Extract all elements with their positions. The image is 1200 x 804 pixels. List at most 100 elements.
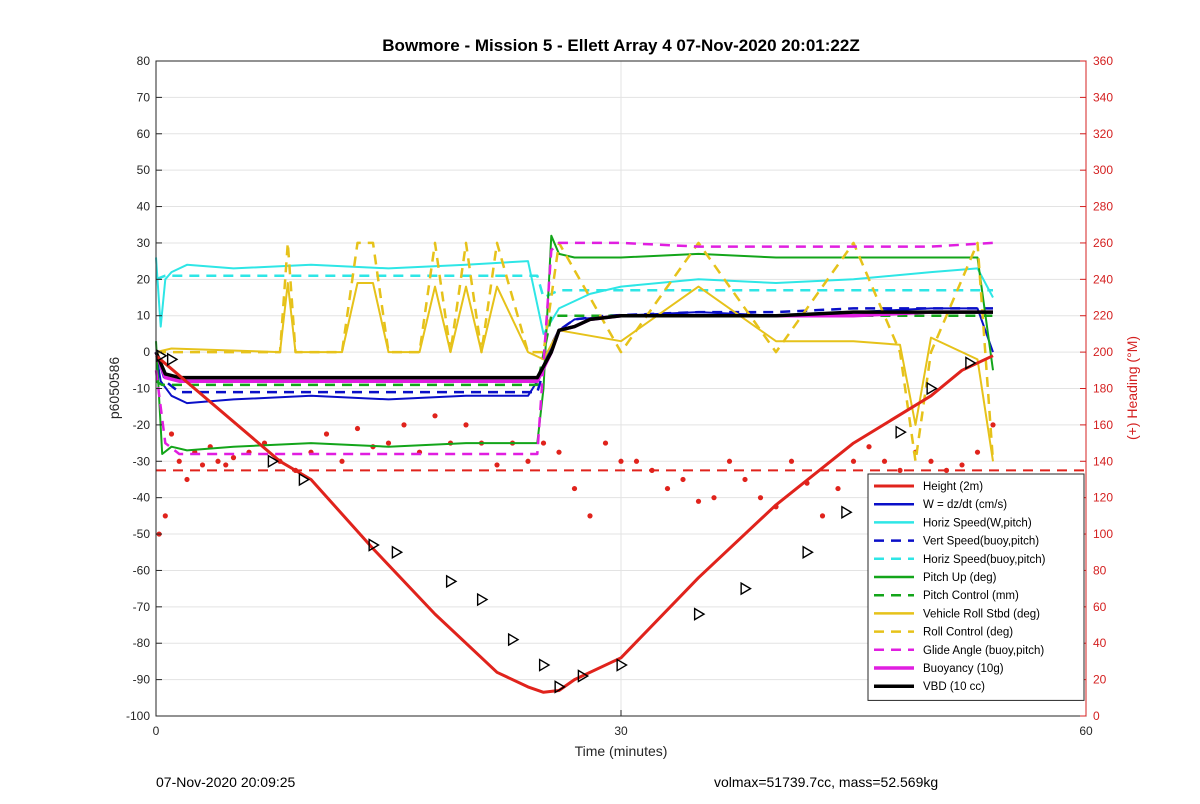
heading-point — [215, 458, 221, 464]
heading-point — [230, 455, 237, 461]
heading-point — [602, 440, 609, 446]
height-marker — [166, 352, 179, 367]
height-marker — [965, 356, 977, 370]
series-line — [155, 282, 994, 462]
y-tick-label-left: 50 — [137, 163, 151, 177]
legend-label: Pitch Up (deg) — [923, 572, 997, 584]
legend: Height (2m) W = dz/dt (cm/s) Horiz Speed(W… — [867, 473, 1085, 701]
y-tick-label-right: 40 — [1093, 636, 1107, 650]
height-marker — [926, 381, 938, 396]
heading-point — [726, 458, 733, 464]
legend-label: Horiz Speed(W,pitch) — [923, 517, 1032, 529]
y-tick-label-left: -70 — [133, 600, 151, 614]
height-marker — [895, 425, 907, 439]
heading-point — [162, 513, 168, 519]
y-tick-label-right: 360 — [1093, 54, 1113, 68]
series-line — [154, 307, 993, 394]
series-line — [155, 257, 994, 335]
y-tick-label-left: -100 — [126, 709, 150, 723]
heading-point — [835, 485, 841, 492]
y-axis-label-left: p6050586 — [106, 357, 122, 420]
height-marker — [391, 545, 404, 559]
heading-point — [432, 413, 438, 419]
y-tick-label-right: 220 — [1093, 309, 1113, 323]
height-marker — [476, 592, 489, 607]
y-tick-label-right: 160 — [1093, 418, 1113, 432]
x-tick-label: 60 — [1079, 724, 1093, 738]
y-tick-label-left: -80 — [133, 636, 151, 650]
height-marker — [693, 607, 706, 621]
y-tick-label-right: 20 — [1093, 673, 1107, 687]
y-tick-label-right: 260 — [1093, 236, 1113, 250]
heading-point — [680, 476, 686, 483]
y-tick-label-left: -10 — [133, 382, 151, 396]
height-marker — [445, 574, 458, 589]
heading-point — [571, 485, 578, 492]
heading-point — [757, 495, 764, 501]
y-tick-label-left: -40 — [133, 491, 151, 505]
heading-point — [339, 458, 345, 464]
y-tick-label-right: 120 — [1093, 491, 1113, 505]
y-tick-label-left: 20 — [137, 272, 151, 286]
y-tick-label-left: 80 — [137, 54, 151, 68]
height-marker — [554, 680, 566, 694]
y-tick-label-right: 340 — [1093, 90, 1113, 104]
y-axis-label-right: (+) Heading (°M) — [1124, 336, 1140, 440]
height-marker — [577, 669, 590, 683]
y-tick-label-right: 200 — [1093, 345, 1113, 359]
legend-label: Roll Control (deg) — [923, 627, 1013, 639]
heading-point — [866, 444, 872, 450]
heading-point — [664, 485, 671, 492]
legend-label: Horiz Speed(buoy,pitch) — [923, 554, 1046, 566]
heading-point — [649, 467, 655, 473]
x-axis-label: Time (minutes) — [575, 743, 668, 759]
footer-timestamp: 07-Nov-2020 20:09:25 — [156, 774, 296, 790]
legend-label: Buoyancy (10g) — [923, 663, 1004, 675]
height-marker — [368, 538, 380, 552]
y-tick-label-right: 280 — [1093, 200, 1113, 214]
heading-point — [618, 458, 624, 464]
y-tick-label-left: 40 — [137, 200, 151, 214]
x-tick-label: 0 — [153, 724, 160, 738]
height-marker — [507, 632, 520, 647]
series-line — [156, 241, 995, 463]
height-marker — [298, 472, 311, 487]
heading-point — [943, 467, 950, 473]
y-tick-label-right: 0 — [1093, 709, 1100, 723]
legend-label: Vehicle Roll Stbd (deg) — [923, 608, 1040, 620]
heading-point — [881, 458, 888, 464]
heading-point — [850, 458, 857, 464]
y-tick-label-left: -30 — [133, 454, 151, 468]
y-tick-label-left: -60 — [133, 563, 151, 577]
heading-point — [633, 458, 640, 464]
heading-point — [184, 476, 190, 483]
y-tick-label-left: -20 — [133, 418, 151, 432]
height-marker — [740, 581, 752, 596]
y-tick-label-right: 140 — [1093, 454, 1113, 468]
heading-point — [556, 449, 562, 455]
heading-point — [819, 513, 826, 519]
heading-point — [711, 495, 717, 501]
legend-box — [867, 473, 1085, 701]
heading-point — [494, 462, 500, 468]
heading-point — [540, 440, 547, 446]
heading-point — [928, 458, 934, 464]
heading-point — [199, 462, 206, 468]
legend-label: Pitch Control (mm) — [923, 590, 1019, 602]
heading-point — [959, 462, 965, 468]
y-tick-label-right: 320 — [1093, 127, 1113, 141]
legend-label: Glide Angle (buoy,pitch) — [923, 645, 1044, 657]
heading-point — [323, 431, 330, 437]
height-marker — [616, 658, 628, 672]
y-tick-label-right: 240 — [1093, 272, 1113, 286]
y-tick-label-left: -90 — [133, 673, 151, 687]
heading-point — [587, 513, 593, 519]
heading-point — [385, 440, 392, 446]
heading-point — [990, 422, 996, 428]
y-tick-label-right: 180 — [1093, 382, 1113, 396]
chart-title: Bowmore - Mission 5 - Ellett Array 4 07-… — [382, 36, 859, 55]
height-marker — [538, 658, 551, 672]
x-tick-label: 30 — [614, 724, 628, 738]
y-tick-label-left: 0 — [143, 345, 150, 359]
